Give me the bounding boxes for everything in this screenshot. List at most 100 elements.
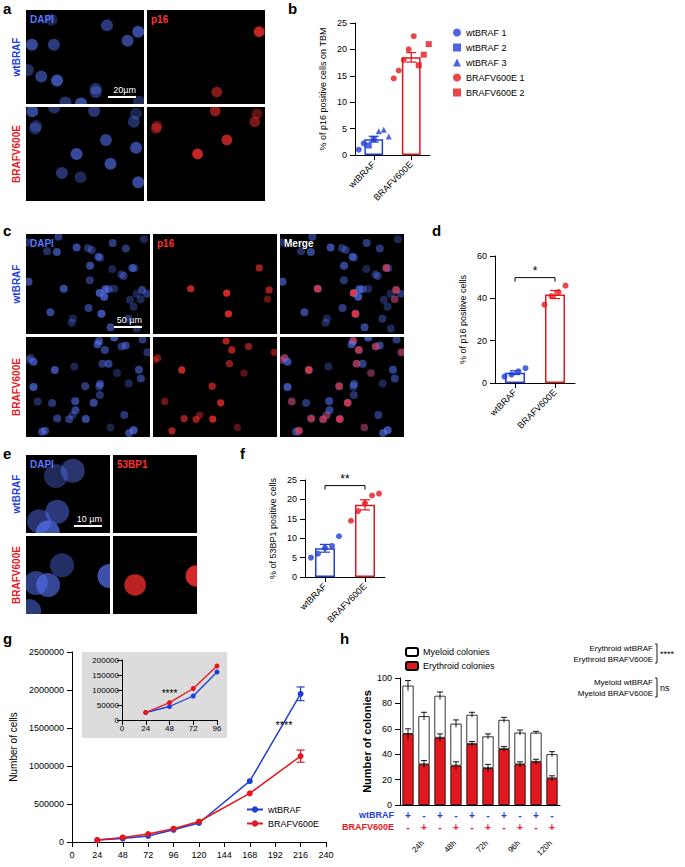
svg-text:0: 0: [292, 572, 297, 582]
svg-text:BRAFV600E: BRAFV600E: [325, 581, 368, 624]
svg-text:15: 15: [337, 71, 347, 81]
svg-text:Myeloid BRAFV600E: Myeloid BRAFV600E: [578, 689, 653, 698]
svg-text:0: 0: [120, 724, 125, 733]
svg-text:BRAFV600E: BRAFV600E: [268, 819, 319, 829]
svg-text:+: +: [453, 822, 459, 833]
svg-text:-: -: [406, 822, 409, 833]
svg-text:wtBRAF 1: wtBRAF 1: [465, 28, 507, 38]
svg-text:ns: ns: [660, 683, 670, 693]
svg-text:DAPI: DAPI: [30, 14, 54, 25]
svg-text:0: 0: [482, 378, 487, 388]
svg-text:20: 20: [477, 336, 487, 346]
svg-text:-: -: [422, 810, 425, 821]
svg-text:20: 20: [337, 44, 347, 54]
svg-text:-: -: [486, 810, 489, 821]
svg-text:% of p16 positive cells: % of p16 positive cells: [458, 274, 468, 364]
svg-text:60: 60: [477, 251, 487, 261]
svg-text:-: -: [438, 822, 441, 833]
svg-text:150000: 150000: [92, 671, 119, 680]
svg-text:**: **: [340, 472, 350, 486]
svg-text:% of 53BP1 positive cells: % of 53BP1 positive cells: [268, 477, 278, 579]
svg-text:10 µm: 10 µm: [77, 514, 102, 524]
svg-text:100000: 100000: [92, 686, 119, 695]
svg-text:Number of cells: Number of cells: [8, 712, 19, 781]
svg-text:p16: p16: [151, 14, 169, 25]
svg-text:*: *: [533, 264, 538, 278]
svg-text:2000000: 2000000: [29, 685, 64, 695]
svg-text:p16: p16: [157, 238, 175, 249]
svg-text:-: -: [454, 810, 457, 821]
svg-text:25: 25: [287, 475, 297, 485]
svg-text:10: 10: [337, 97, 347, 107]
svg-text:144: 144: [217, 850, 232, 860]
svg-text:48h: 48h: [442, 839, 458, 855]
svg-text:% of p16 positive cells on TBM: % of p16 positive cells on TBM: [318, 28, 328, 151]
svg-text:wtBRAF: wtBRAF: [487, 387, 518, 418]
svg-text:Erythroid wtBRAF: Erythroid wtBRAF: [589, 644, 653, 653]
svg-text:240: 240: [318, 850, 333, 860]
svg-text:wtBRAF 3: wtBRAF 3: [465, 58, 507, 68]
svg-text:50 µm: 50 µm: [117, 315, 142, 325]
svg-text:+: +: [405, 810, 411, 821]
svg-text:wtBRAF: wtBRAF: [297, 581, 328, 612]
svg-text:60: 60: [382, 724, 392, 734]
svg-text:100: 100: [377, 673, 392, 683]
svg-text:168: 168: [242, 850, 257, 860]
svg-text:-: -: [470, 822, 473, 833]
svg-text:50000: 50000: [97, 701, 120, 710]
svg-text:1500000: 1500000: [29, 723, 64, 733]
svg-text:0: 0: [59, 837, 64, 847]
svg-text:24: 24: [92, 850, 102, 860]
svg-text:200000: 200000: [92, 656, 119, 665]
svg-text:72h: 72h: [474, 839, 490, 855]
svg-text:48: 48: [165, 724, 174, 733]
svg-text:-: -: [534, 822, 537, 833]
svg-text:216: 216: [293, 850, 308, 860]
svg-text:120h: 120h: [535, 839, 554, 858]
svg-text:-: -: [518, 810, 521, 821]
svg-text:+: +: [469, 810, 475, 821]
svg-text:BRAFV600E: BRAFV600E: [372, 159, 415, 202]
svg-text:0: 0: [69, 850, 74, 860]
svg-text:5: 5: [342, 124, 347, 134]
svg-text:+: +: [501, 810, 507, 821]
svg-text:72: 72: [143, 850, 153, 860]
svg-text:****: ****: [275, 719, 293, 731]
svg-text:wtBRAF: wtBRAF: [267, 805, 302, 815]
svg-text:BRAFV600E 1: BRAFV600E 1: [466, 73, 525, 83]
svg-text:24h: 24h: [410, 839, 426, 855]
svg-text:72: 72: [189, 724, 198, 733]
svg-text:10: 10: [287, 533, 297, 543]
svg-text:Number of colonies: Number of colonies: [361, 690, 373, 793]
svg-text:wtBRAF: wtBRAF: [346, 159, 377, 190]
svg-text:wtBRAF 2: wtBRAF 2: [465, 43, 507, 53]
svg-text:+: +: [485, 822, 491, 833]
svg-text:24: 24: [141, 724, 150, 733]
svg-text:40: 40: [477, 293, 487, 303]
svg-text:Myeloid wtBRAF: Myeloid wtBRAF: [594, 678, 653, 687]
svg-text:96h: 96h: [506, 839, 522, 855]
svg-text:****: ****: [162, 688, 178, 699]
svg-text:40: 40: [382, 749, 392, 759]
svg-text:+: +: [517, 822, 523, 833]
svg-text:DAPI: DAPI: [30, 238, 54, 249]
svg-text:+: +: [437, 810, 443, 821]
svg-text:-: -: [550, 810, 553, 821]
svg-text:5: 5: [292, 553, 297, 563]
svg-text:20µm: 20µm: [113, 85, 136, 95]
svg-text:+: +: [421, 822, 427, 833]
svg-text:Merge: Merge: [284, 238, 314, 249]
svg-text:0: 0: [387, 800, 392, 810]
svg-text:53BP1: 53BP1: [117, 459, 148, 470]
svg-text:2500000: 2500000: [29, 647, 64, 657]
svg-text:BRAFV600E 2: BRAFV600E 2: [466, 88, 525, 98]
svg-text:wtBRAF: wtBRAF: [358, 810, 394, 820]
svg-text:BRAFV600E: BRAFV600E: [515, 387, 558, 430]
svg-text:BRAFV600E: BRAFV600E: [342, 822, 394, 832]
svg-text:192: 192: [268, 850, 283, 860]
svg-text:96: 96: [213, 724, 222, 733]
svg-text:20: 20: [382, 775, 392, 785]
svg-text:Erythroid BRAFV600E: Erythroid BRAFV600E: [573, 655, 653, 664]
svg-text:-: -: [502, 822, 505, 833]
svg-text:1000000: 1000000: [29, 761, 64, 771]
